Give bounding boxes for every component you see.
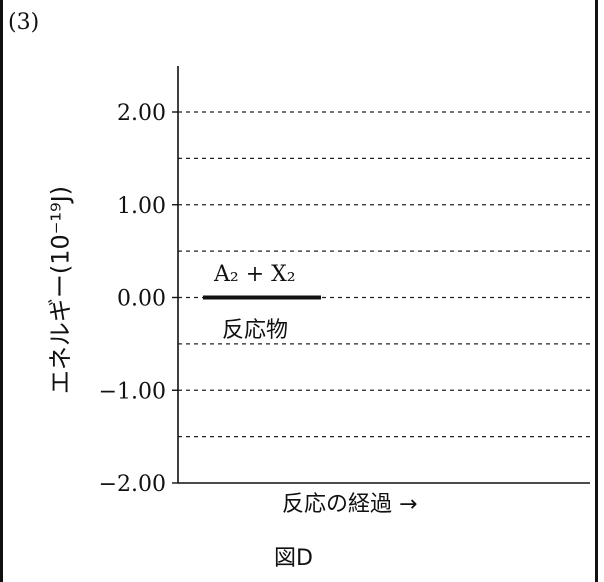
question-number: (3) <box>8 10 40 35</box>
y-tick-label: −1.00 <box>99 379 166 404</box>
x-axis-label: 反応の経過 → <box>282 492 418 517</box>
y-tick-label: −2.00 <box>99 472 166 497</box>
reactant-species-label: A₂ + X₂ <box>214 261 296 287</box>
y-axis-label: エネルギー(10⁻¹⁹J) <box>46 185 75 395</box>
reactant-level-name: 反応物 <box>222 317 289 343</box>
y-tick-label: 1.00 <box>117 194 166 219</box>
figure-caption: 図D <box>274 546 313 571</box>
y-tick-label: 0.00 <box>117 287 166 312</box>
y-tick-label: 2.00 <box>117 101 166 126</box>
